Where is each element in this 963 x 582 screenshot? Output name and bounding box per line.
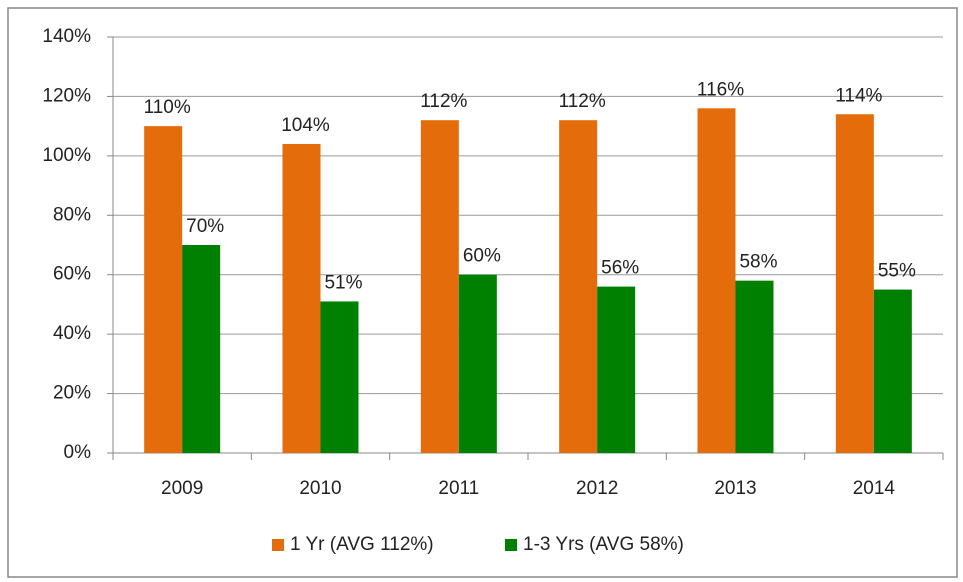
value-label: 110% <box>144 97 191 118</box>
y-tick-label: 80% <box>53 204 91 225</box>
value-label: 55% <box>878 261 916 282</box>
value-label: 51% <box>324 272 362 293</box>
bar <box>182 245 221 453</box>
bar <box>597 286 636 453</box>
bar <box>144 126 183 454</box>
bar <box>835 114 874 453</box>
x-tick-label: 2010 <box>299 478 341 499</box>
value-label: 114% <box>835 85 882 106</box>
x-tick-label: 2009 <box>161 478 203 499</box>
value-label: 58% <box>739 252 777 273</box>
legend-swatch <box>505 539 517 551</box>
x-tick-label: 2014 <box>853 478 896 499</box>
bar <box>697 108 736 454</box>
y-tick-label: 140% <box>42 26 91 47</box>
bar <box>320 301 359 453</box>
value-label: 116% <box>697 79 744 100</box>
bar <box>420 120 459 453</box>
bar <box>282 143 321 453</box>
y-tick-label: 60% <box>53 264 91 285</box>
value-label: 60% <box>463 246 501 267</box>
y-tick-label: 120% <box>42 85 91 106</box>
y-tick-label: 0% <box>64 442 92 463</box>
x-tick-label: 2013 <box>714 478 756 499</box>
value-label: 104% <box>281 115 330 136</box>
bar <box>458 274 497 453</box>
value-label: 112% <box>420 91 467 112</box>
y-tick-label: 40% <box>53 323 91 344</box>
bar <box>873 289 912 453</box>
legend-label: 1-3 Yrs (AVG 58%) <box>523 534 684 555</box>
x-tick-label: 2011 <box>438 478 479 499</box>
bar <box>735 280 774 453</box>
value-label: 70% <box>186 216 224 237</box>
legend-label: 1 Yr (AVG 112%) <box>290 534 434 555</box>
value-label: 56% <box>601 258 639 279</box>
legend-swatch <box>272 539 284 551</box>
y-tick-label: 20% <box>53 383 91 404</box>
value-label: 112% <box>559 91 606 112</box>
x-tick-label: 2012 <box>576 478 618 499</box>
y-tick-label: 100% <box>42 145 91 166</box>
bar <box>559 120 598 453</box>
